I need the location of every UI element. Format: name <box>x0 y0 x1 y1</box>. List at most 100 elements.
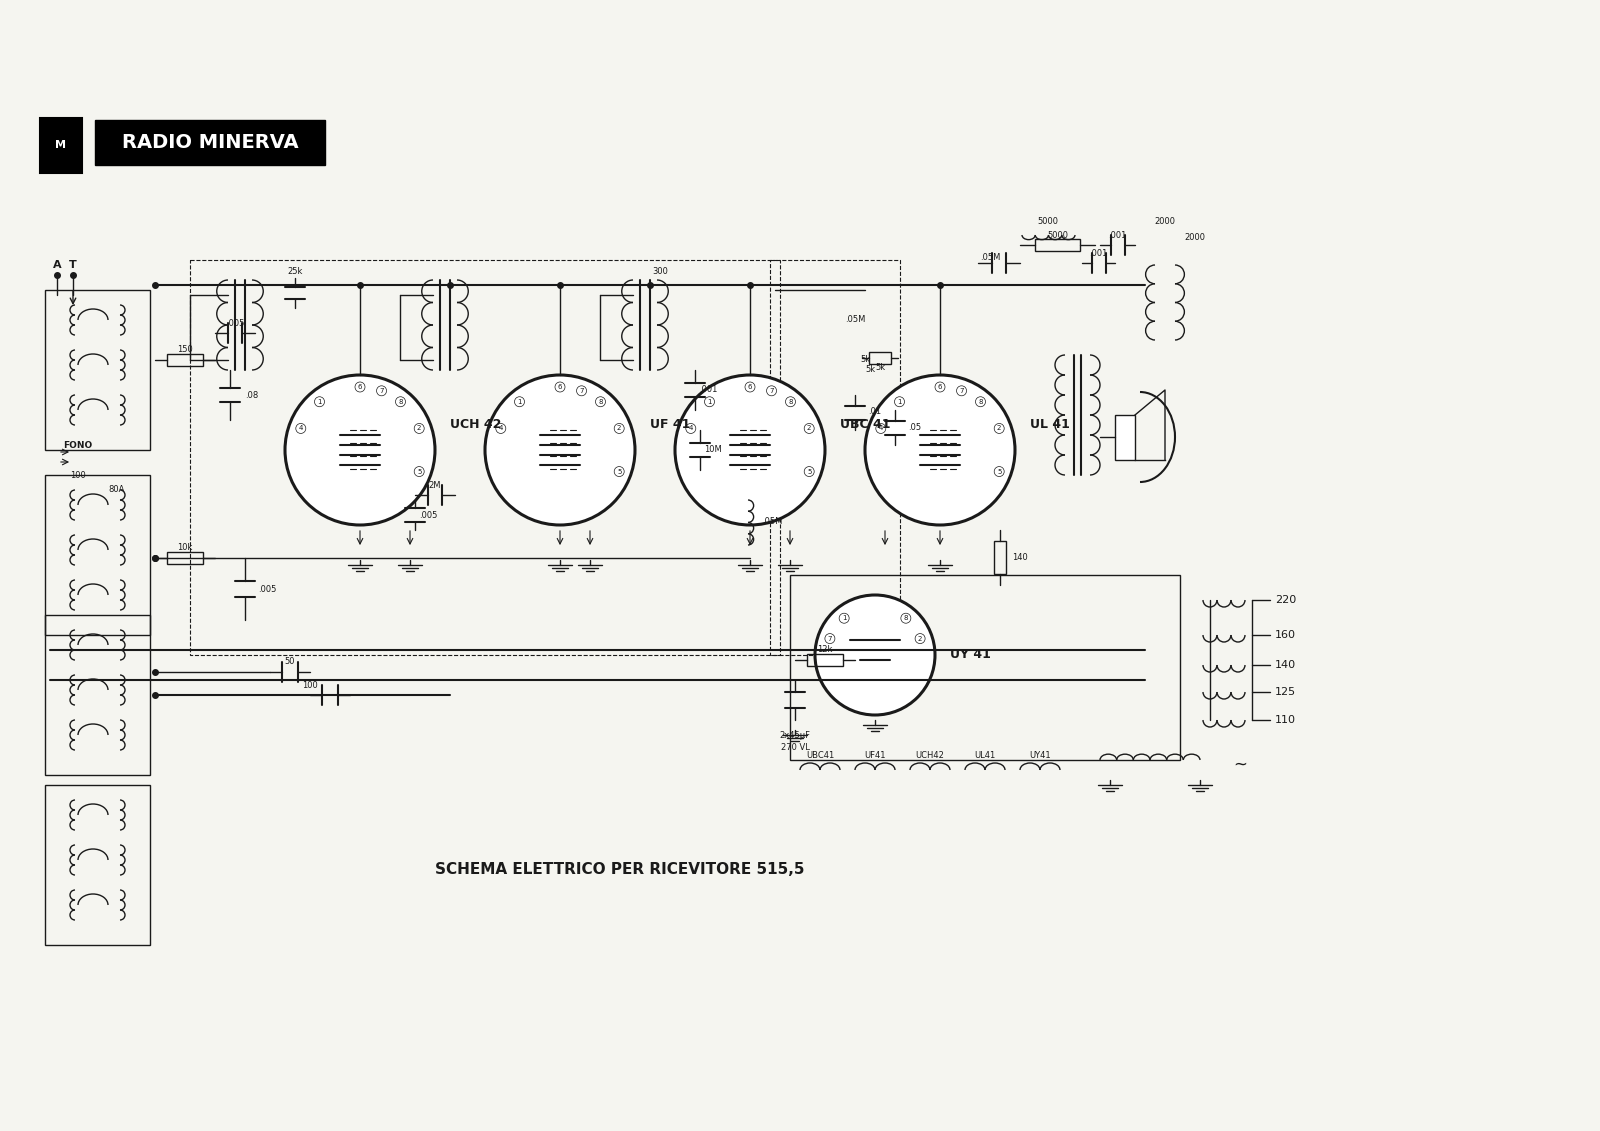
Circle shape <box>285 375 435 525</box>
Bar <box>790 575 1181 760</box>
Text: ~: ~ <box>1234 756 1246 774</box>
Circle shape <box>838 613 850 623</box>
Circle shape <box>485 375 635 525</box>
Circle shape <box>976 397 986 407</box>
Text: 220: 220 <box>1275 595 1296 605</box>
Circle shape <box>686 423 696 433</box>
Bar <box>994 541 1006 575</box>
Text: 1: 1 <box>517 399 522 405</box>
Text: .001: .001 <box>1090 249 1107 258</box>
Text: .001: .001 <box>699 386 717 395</box>
Bar <box>45 785 150 946</box>
Text: 1: 1 <box>898 399 902 405</box>
Bar <box>1035 239 1080 251</box>
Text: 2: 2 <box>806 425 811 431</box>
Text: 5000: 5000 <box>1037 217 1059 226</box>
Text: 25k: 25k <box>288 268 302 276</box>
Text: .05M: .05M <box>845 316 866 325</box>
Text: 5k: 5k <box>866 365 875 374</box>
Text: 4: 4 <box>499 425 502 431</box>
Text: 5: 5 <box>418 468 421 475</box>
Circle shape <box>704 397 715 407</box>
Text: 2: 2 <box>418 425 421 431</box>
Text: 12k: 12k <box>818 646 832 655</box>
Text: 2: 2 <box>918 636 922 641</box>
Text: 5: 5 <box>618 468 621 475</box>
Text: 10M: 10M <box>704 446 722 455</box>
Circle shape <box>957 386 966 396</box>
Circle shape <box>515 397 525 407</box>
Text: 10k: 10k <box>178 544 192 553</box>
Text: 7: 7 <box>960 388 963 394</box>
Bar <box>45 475 150 634</box>
Text: .05M: .05M <box>762 518 782 527</box>
Bar <box>166 354 203 366</box>
Text: 2: 2 <box>997 425 1002 431</box>
Text: UCH 42: UCH 42 <box>450 418 501 432</box>
Circle shape <box>805 467 814 476</box>
Circle shape <box>875 423 886 433</box>
Circle shape <box>496 423 506 433</box>
Circle shape <box>614 423 624 433</box>
Circle shape <box>766 386 776 396</box>
Text: .005: .005 <box>226 319 245 328</box>
Text: 6: 6 <box>358 385 362 390</box>
Text: 2000: 2000 <box>1155 217 1176 226</box>
Text: 8: 8 <box>978 399 982 405</box>
Text: .005: .005 <box>258 586 277 595</box>
Circle shape <box>866 375 1014 525</box>
Circle shape <box>814 595 934 715</box>
Text: 1: 1 <box>317 399 322 405</box>
Text: 140: 140 <box>1275 661 1296 670</box>
Bar <box>166 552 203 564</box>
Text: 100: 100 <box>302 681 318 690</box>
Text: 80A: 80A <box>109 485 125 494</box>
Circle shape <box>894 397 904 407</box>
Text: 2: 2 <box>618 425 621 431</box>
Text: 140: 140 <box>1013 553 1027 562</box>
Text: 5: 5 <box>997 468 1002 475</box>
Text: 50: 50 <box>285 657 296 666</box>
Bar <box>190 260 781 655</box>
Text: 270 VL: 270 VL <box>781 743 810 752</box>
Text: 8: 8 <box>598 399 603 405</box>
Text: 7: 7 <box>379 388 384 394</box>
Text: 7: 7 <box>579 388 584 394</box>
Bar <box>45 290 150 450</box>
Bar <box>869 352 891 364</box>
Circle shape <box>915 633 925 644</box>
Circle shape <box>786 397 795 407</box>
Circle shape <box>934 382 946 392</box>
Text: 2000: 2000 <box>1184 233 1205 242</box>
Bar <box>770 260 899 655</box>
Text: 6: 6 <box>558 385 562 390</box>
Text: UBC41: UBC41 <box>806 751 834 760</box>
Text: .001: .001 <box>1107 231 1126 240</box>
Text: .05M: .05M <box>979 253 1000 262</box>
Text: 4: 4 <box>688 425 693 431</box>
Text: 4: 4 <box>299 425 302 431</box>
Bar <box>40 118 82 173</box>
Circle shape <box>994 423 1005 433</box>
Text: UY 41: UY 41 <box>950 648 990 662</box>
Text: UL41: UL41 <box>974 751 995 760</box>
Circle shape <box>746 382 755 392</box>
Text: 6: 6 <box>938 385 942 390</box>
Circle shape <box>296 423 306 433</box>
Circle shape <box>414 423 424 433</box>
Text: 8: 8 <box>398 399 403 405</box>
Text: FONO: FONO <box>64 440 93 449</box>
Text: .005: .005 <box>419 510 437 519</box>
Circle shape <box>315 397 325 407</box>
Text: 4: 4 <box>878 425 883 431</box>
Circle shape <box>675 375 826 525</box>
Text: UL 41: UL 41 <box>1030 418 1070 432</box>
Text: 300: 300 <box>653 268 667 276</box>
Bar <box>94 120 325 165</box>
Text: 1: 1 <box>707 399 712 405</box>
Text: 7: 7 <box>770 388 774 394</box>
Circle shape <box>555 382 565 392</box>
Text: UF41: UF41 <box>864 751 886 760</box>
Text: RADIO MINERVA: RADIO MINERVA <box>122 133 298 153</box>
Text: UCH42: UCH42 <box>915 751 944 760</box>
